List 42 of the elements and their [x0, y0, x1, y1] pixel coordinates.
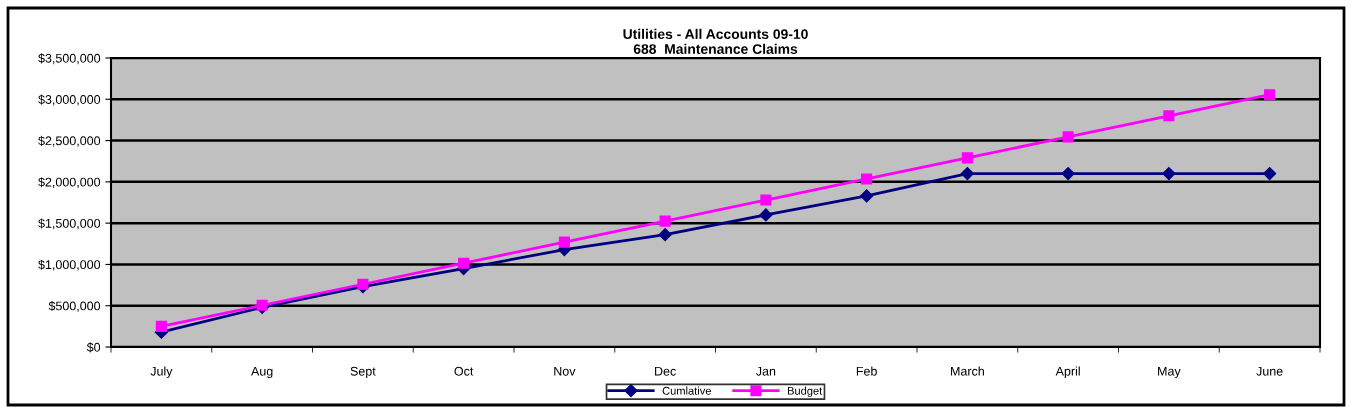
point	[1263, 167, 1277, 181]
y-tick-label: $3,500,000	[38, 53, 101, 65]
point	[155, 320, 167, 332]
y-tick-label: $1,000,000	[38, 259, 101, 271]
point	[759, 208, 773, 222]
x-tick-label: Feb	[856, 366, 877, 376]
point	[458, 257, 470, 269]
x-tick-label: April	[1055, 366, 1080, 379]
point	[760, 194, 772, 206]
y-tick-label: $1,500,000	[38, 218, 101, 230]
y-tick-label: $0	[86, 342, 101, 353]
x-tick-label: May	[1158, 366, 1181, 379]
point	[1162, 167, 1176, 181]
x-tick-label: June	[1256, 366, 1283, 376]
point	[256, 299, 268, 311]
x-tick-label: Aug	[251, 366, 273, 379]
y-tick-label: $3,000,000	[38, 94, 101, 106]
point	[1062, 131, 1074, 143]
point	[1264, 89, 1276, 101]
point	[1163, 110, 1175, 122]
legend-label: Cumlative	[662, 386, 711, 395]
x-tick-label: Dec	[655, 366, 676, 376]
point	[659, 215, 671, 227]
point	[1061, 167, 1075, 181]
point	[960, 167, 974, 181]
point	[860, 189, 874, 203]
x-tick-label: July	[150, 366, 173, 379]
x-tick-label: Sept	[350, 366, 376, 379]
point	[961, 152, 973, 164]
point	[558, 236, 570, 248]
chart-title: Utilities - All Accounts 09-10 688 Maintenance Claims	[623, 28, 808, 54]
x-tick-label: Nov	[554, 366, 576, 376]
point	[357, 278, 369, 290]
x-tick-label: Oct	[454, 366, 474, 376]
y-tick-label: $2,500,000	[38, 135, 101, 147]
x-tick-label: March	[951, 366, 984, 376]
point	[658, 228, 672, 242]
y-tick-label: $2,000,000	[38, 177, 101, 188]
point	[861, 173, 873, 185]
x-tick-label: Jan	[755, 366, 776, 376]
legend-label: Budget	[787, 386, 823, 397]
y-tick-label: $500,000	[48, 300, 101, 312]
